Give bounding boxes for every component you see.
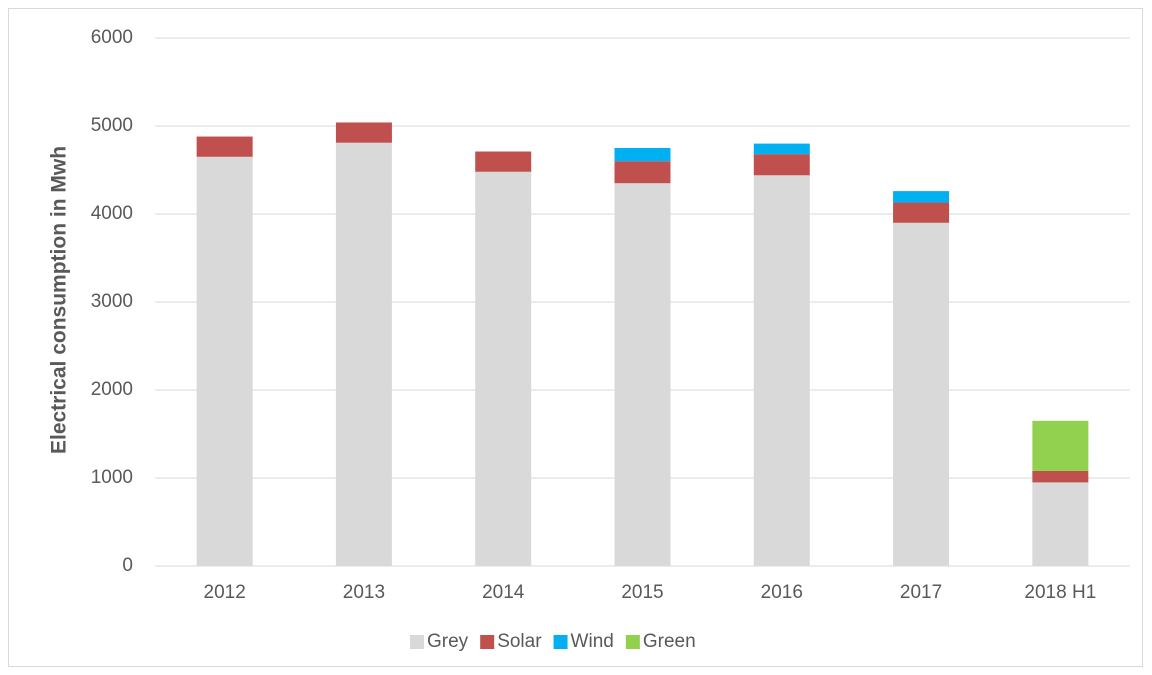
bar-segment (753, 143, 810, 155)
bar-segment (893, 191, 950, 203)
legend-swatch (410, 635, 424, 649)
x-tick-label: 2018 H1 (1024, 582, 1096, 603)
x-tick-label: 2017 (900, 582, 942, 603)
y-tick-label: 0 (122, 555, 133, 576)
x-tick-label: 2016 (761, 582, 803, 603)
bar-segment (893, 202, 950, 223)
bar-segment (614, 161, 671, 184)
bar-segment (335, 142, 392, 566)
legend-label: Grey (427, 631, 469, 652)
bar-segment (335, 122, 392, 143)
legend-label: Wind (571, 631, 614, 652)
bar-segment (475, 171, 532, 566)
x-tick-label: 2012 (204, 582, 246, 603)
bar-segment (614, 148, 671, 162)
bar-segment (1032, 482, 1089, 566)
y-axis-label: Electrical consumption in Mwh (48, 146, 71, 454)
bar-segment (893, 222, 950, 567)
y-tick-label: 3000 (91, 291, 133, 312)
bar-segment (753, 175, 810, 566)
chart-frame (8, 8, 1143, 667)
legend-swatch (553, 635, 568, 649)
y-tick-label: 1000 (91, 467, 133, 488)
legend-label: Solar (497, 631, 542, 652)
bar-segment (753, 154, 810, 176)
bar-segment (196, 136, 253, 157)
bar-segment (1032, 420, 1089, 471)
y-tick-label: 5000 (91, 115, 133, 136)
legend-swatch (480, 635, 495, 649)
y-tick-label: 6000 (91, 27, 133, 48)
bar-segment (475, 151, 532, 172)
legend-swatch (625, 635, 640, 649)
bar-segment (196, 156, 253, 567)
x-tick-label: 2014 (482, 582, 525, 603)
x-tick-label: 2013 (343, 582, 385, 603)
legend-label: Green (643, 631, 696, 652)
y-tick-label: 2000 (91, 379, 133, 400)
x-tick-label: 2015 (621, 582, 663, 603)
bar-segment (1032, 470, 1089, 483)
y-tick-label: 4000 (91, 203, 133, 224)
bar-segment (614, 183, 671, 566)
